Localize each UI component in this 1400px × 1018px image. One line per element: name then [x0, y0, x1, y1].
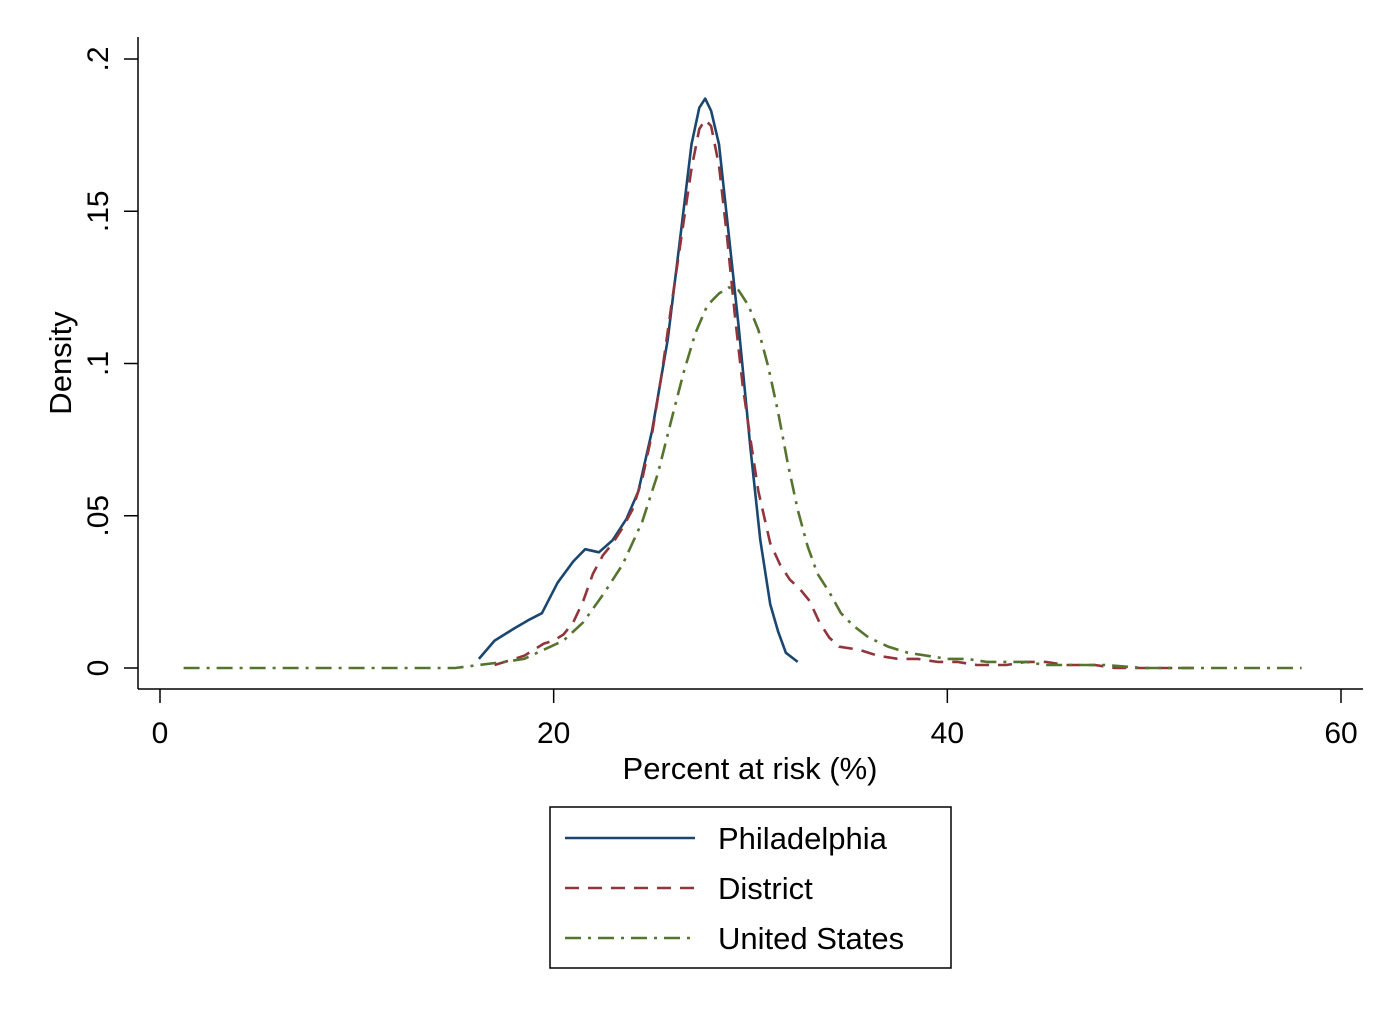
y-tick-label: 0 — [82, 660, 115, 677]
legend-label: Philadelphia — [718, 821, 888, 856]
plot-series — [183, 97, 1302, 670]
x-tick-label: 40 — [931, 717, 964, 750]
y-axis-title: Density — [43, 311, 78, 415]
y-tick-label: .1 — [82, 351, 115, 376]
legend-label: United States — [718, 921, 904, 956]
x-axis-title: Percent at risk (%) — [623, 751, 878, 786]
y-ticks: 0 .05 .1 .15 .2 — [82, 46, 138, 676]
y-tick-label: .15 — [82, 190, 115, 232]
x-tick-label: 0 — [152, 717, 169, 750]
legend-label: District — [718, 871, 813, 906]
legend-entries: Philadelphia District United States — [565, 821, 904, 956]
y-tick-label: .2 — [82, 46, 115, 71]
y-tick-label: .05 — [82, 495, 115, 537]
x-ticks: 0 20 40 60 — [152, 689, 1358, 750]
x-tick-label: 20 — [537, 717, 570, 750]
legend: Philadelphia District United States — [549, 806, 952, 969]
x-tick-label: 60 — [1324, 717, 1357, 750]
series-line-district — [494, 118, 1194, 670]
